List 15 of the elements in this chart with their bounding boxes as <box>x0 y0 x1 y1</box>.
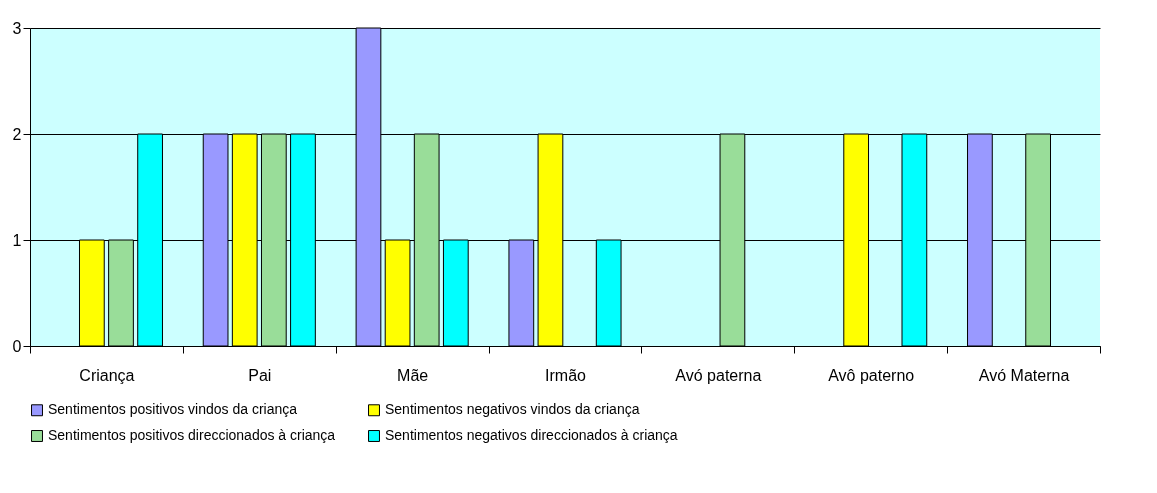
x-tick-label: Pai <box>248 366 272 384</box>
legend-label: Sentimentos negativos vindos da criança <box>385 401 640 418</box>
legend-label: Sentimentos negativos direccionados à criança <box>385 427 678 443</box>
x-tick-label: Irmão <box>545 366 587 384</box>
x-tick-label: Avó Materna <box>978 366 1070 384</box>
y-tick-label: 3 <box>12 19 22 37</box>
x-tick-label: Mãe <box>397 366 429 384</box>
y-tick-label: 0 <box>12 337 22 355</box>
y-tick-label: 1 <box>12 231 22 249</box>
y-tick-label: 2 <box>12 125 22 143</box>
legend-label: Sentimentos positivos vindos da criança <box>48 401 298 418</box>
legend-label: Sentimentos positivos direccionados à criança <box>48 427 336 443</box>
x-tick-label: Criança <box>79 366 135 384</box>
x-tick-label: Avó paterna <box>675 366 762 384</box>
x-tick-label: Avô paterno <box>828 366 915 384</box>
